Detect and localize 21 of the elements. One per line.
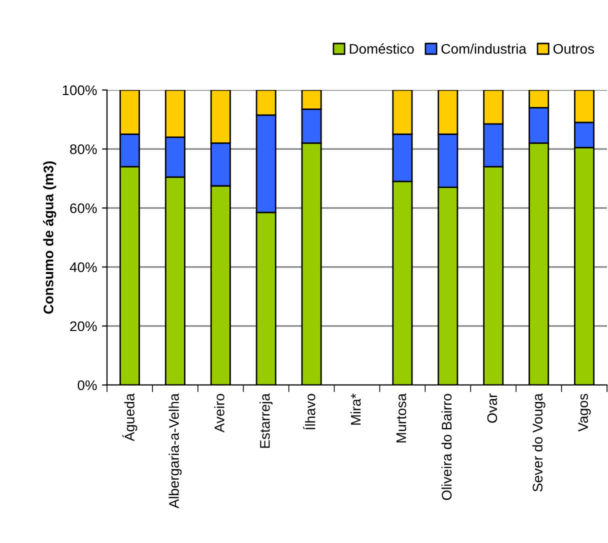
x-tick-label: Ílhavo [303, 394, 316, 430]
x-tick-label: Oliveira do Bairro [441, 394, 452, 500]
y-tick-label: 40% [70, 262, 97, 272]
y-tick-label: 80% [70, 144, 97, 154]
y-tick-label: 20% [70, 321, 97, 332]
x-tick-label: Ovar [487, 394, 498, 423]
y-tick-label: 100% [62, 85, 97, 96]
legend-label: Doméstico [350, 43, 414, 54]
x-tick-label: Aveiro [214, 394, 224, 432]
x-tick-label: Albergaria-a-Velha [168, 393, 182, 508]
x-tick-label: Mira* [350, 394, 361, 425]
y-tick-label: 60% [70, 203, 97, 214]
x-tick-label: Sever do Vouga [532, 393, 546, 492]
legend-label: Com/industria [441, 44, 526, 54]
y-tick-label: 0% [78, 380, 97, 390]
legend-label: Outros [553, 44, 594, 54]
x-tick-label: Vagos [578, 394, 591, 432]
y-axis-title: Consumo de água (m3) [43, 161, 56, 314]
x-tick-label: Estarreja [260, 393, 273, 448]
x-tick-label: Águeda [122, 393, 138, 442]
x-tick-label: Murtosa [396, 393, 406, 442]
